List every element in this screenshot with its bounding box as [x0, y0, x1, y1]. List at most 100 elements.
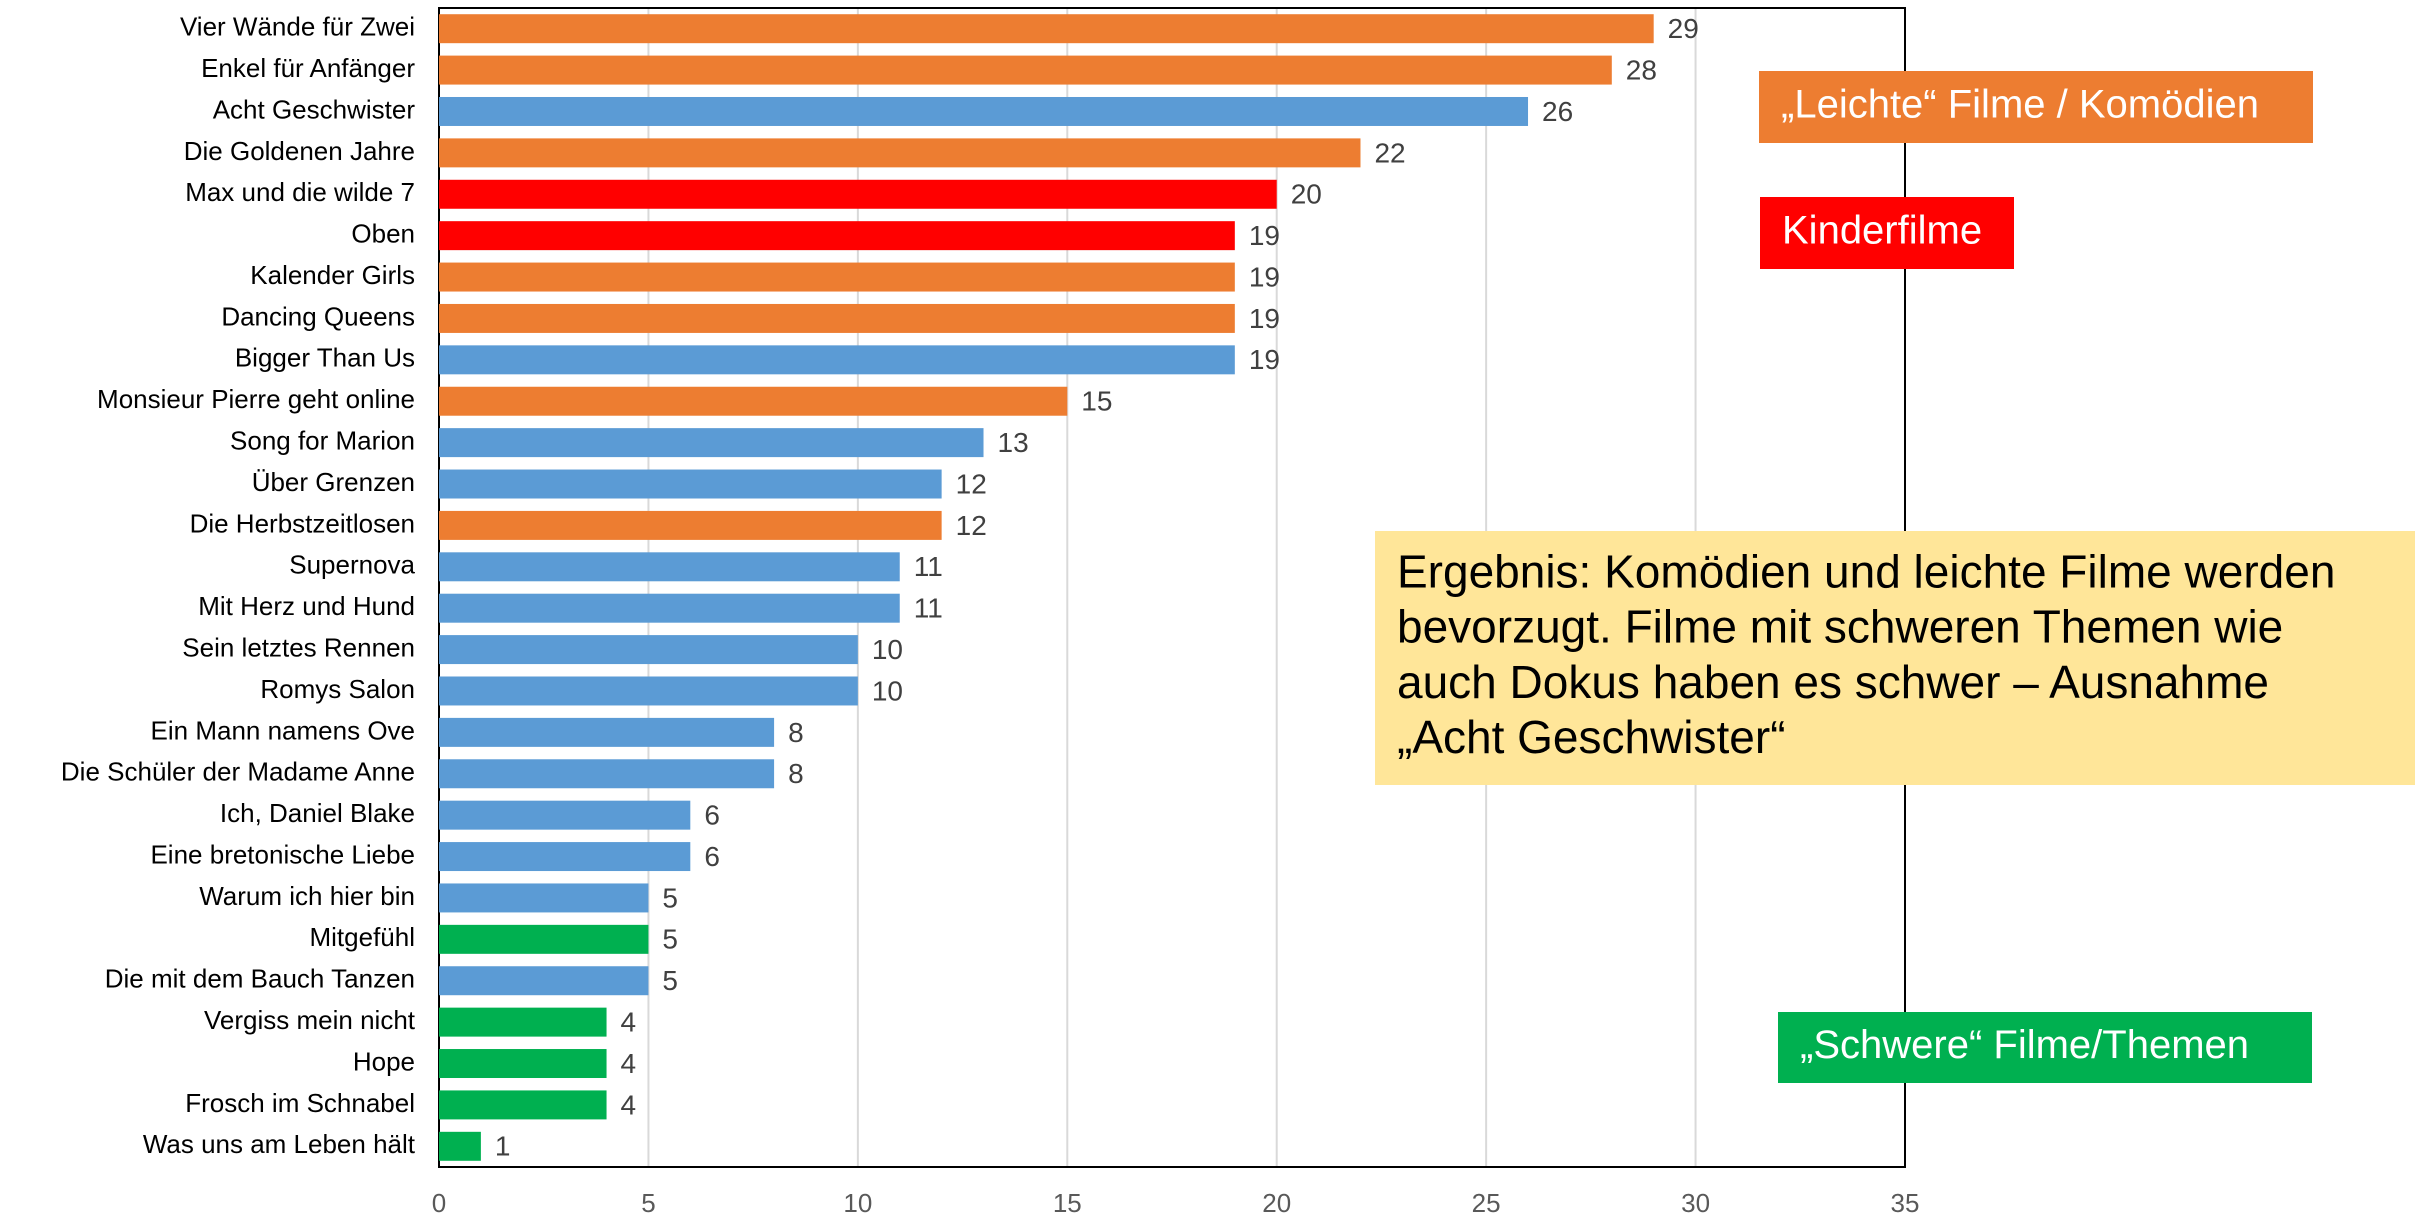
- category-label: Song for Marion: [230, 426, 415, 456]
- x-tick-label: 30: [1681, 1188, 1710, 1218]
- x-tick-label: 10: [843, 1188, 872, 1218]
- category-label: Ein Mann namens Ove: [151, 715, 415, 745]
- bar: [439, 386, 1068, 416]
- category-label: Dancing Queens: [221, 301, 415, 331]
- annotation-text: Kinderfilme: [1782, 209, 1982, 253]
- bar: [439, 221, 1235, 251]
- value-label: 22: [1374, 137, 1405, 168]
- value-label: 15: [1081, 386, 1112, 417]
- category-label: Ich, Daniel Blake: [220, 798, 415, 828]
- category-label: Vergiss mein nicht: [204, 1005, 416, 1035]
- x-tick-label: 35: [1891, 1188, 1920, 1218]
- bar: [439, 345, 1235, 375]
- bar: [439, 96, 1529, 126]
- x-tick-label: 25: [1472, 1188, 1501, 1218]
- value-label: 10: [872, 634, 903, 665]
- bar: [439, 303, 1235, 333]
- bar: [439, 262, 1235, 292]
- x-tick-label: 15: [1053, 1188, 1082, 1218]
- category-label: Die mit dem Bauch Tanzen: [105, 964, 415, 994]
- value-label: 5: [662, 924, 678, 955]
- bar: [439, 1007, 607, 1037]
- category-label: Hope: [353, 1046, 415, 1076]
- bar: [439, 924, 649, 954]
- bar: [439, 1090, 607, 1120]
- value-label: 20: [1291, 179, 1322, 210]
- value-label: 5: [662, 965, 678, 996]
- x-tick-label: 5: [641, 1188, 655, 1218]
- category-label: Die Herbstzeitlosen: [190, 508, 415, 538]
- x-tick-label: 0: [432, 1188, 446, 1218]
- bar: [439, 717, 775, 747]
- category-label: Mit Herz und Hund: [198, 591, 415, 621]
- bar: [439, 593, 900, 623]
- category-label: Max und die wilde 7: [185, 177, 415, 207]
- value-label: 29: [1668, 13, 1699, 44]
- annotation-text: „Acht Geschwister“: [1397, 711, 1786, 763]
- value-label: 8: [788, 758, 804, 789]
- bar: [439, 800, 691, 830]
- bar: [439, 552, 900, 582]
- x-tick-label: 20: [1262, 1188, 1291, 1218]
- value-label: 4: [621, 1089, 637, 1120]
- annotation-box: [1375, 531, 2415, 785]
- value-label: 1: [495, 1131, 511, 1162]
- bar: [439, 138, 1361, 168]
- value-label: 26: [1542, 96, 1573, 127]
- category-label: Sein letztes Rennen: [182, 632, 415, 662]
- bar: [439, 469, 942, 499]
- category-label: Die Goldenen Jahre: [184, 136, 415, 166]
- annotation-box: [1759, 71, 2313, 143]
- category-label: Mitgefühl: [310, 922, 416, 952]
- category-label: Vier Wände für Zwei: [180, 12, 415, 42]
- value-label: 28: [1626, 54, 1657, 85]
- value-label: 5: [662, 882, 678, 913]
- annotation-text: auch Dokus haben es schwer – Ausnahme: [1397, 656, 2269, 708]
- value-label: 19: [1249, 344, 1280, 375]
- bar: [439, 966, 649, 996]
- value-label: 13: [998, 427, 1029, 458]
- annotation-text: bevorzugt. Filme mit schweren Themen wie: [1397, 601, 2283, 653]
- value-label: 11: [914, 551, 943, 582]
- bar: [439, 510, 942, 540]
- bar: [439, 635, 858, 665]
- bar: [439, 428, 984, 458]
- annotation-box: [1760, 197, 2014, 269]
- value-label: 4: [621, 1007, 637, 1038]
- annotation-text: „Schwere“ Filme/Themen: [1800, 1023, 2249, 1067]
- category-label: Über Grenzen: [252, 467, 415, 497]
- value-label: 19: [1249, 303, 1280, 334]
- category-label: Eine bretonische Liebe: [150, 839, 415, 869]
- category-label: Bigger Than Us: [235, 343, 415, 373]
- bar: [439, 883, 649, 913]
- category-label: Was uns am Leben hält: [143, 1129, 416, 1159]
- value-label: 19: [1249, 220, 1280, 251]
- value-label: 8: [788, 717, 804, 748]
- category-label: Warum ich hier bin: [199, 881, 415, 911]
- value-label: 19: [1249, 261, 1280, 292]
- bar: [439, 676, 858, 706]
- bar: [439, 1049, 607, 1079]
- bar: [439, 179, 1277, 209]
- category-label: Acht Geschwister: [213, 94, 416, 124]
- category-label: Supernova: [289, 550, 415, 580]
- bar: [439, 759, 775, 789]
- value-label: 11: [914, 593, 943, 624]
- category-label: Monsieur Pierre geht online: [97, 384, 415, 414]
- category-label: Die Schüler der Madame Anne: [61, 757, 415, 787]
- category-label: Oben: [351, 219, 415, 249]
- value-label: 6: [704, 841, 720, 872]
- category-label: Kalender Girls: [250, 260, 415, 290]
- annotation-text: „Leichte“ Filme / Komödien: [1781, 83, 2259, 127]
- category-label: Romys Salon: [260, 674, 415, 704]
- value-label: 4: [621, 1048, 637, 1079]
- value-label: 6: [704, 800, 720, 831]
- category-label: Frosch im Schnabel: [185, 1088, 415, 1118]
- bar: [439, 14, 1654, 44]
- bar: [439, 1131, 481, 1161]
- bar: [439, 842, 691, 872]
- value-label: 12: [956, 510, 987, 541]
- bar: [439, 55, 1612, 85]
